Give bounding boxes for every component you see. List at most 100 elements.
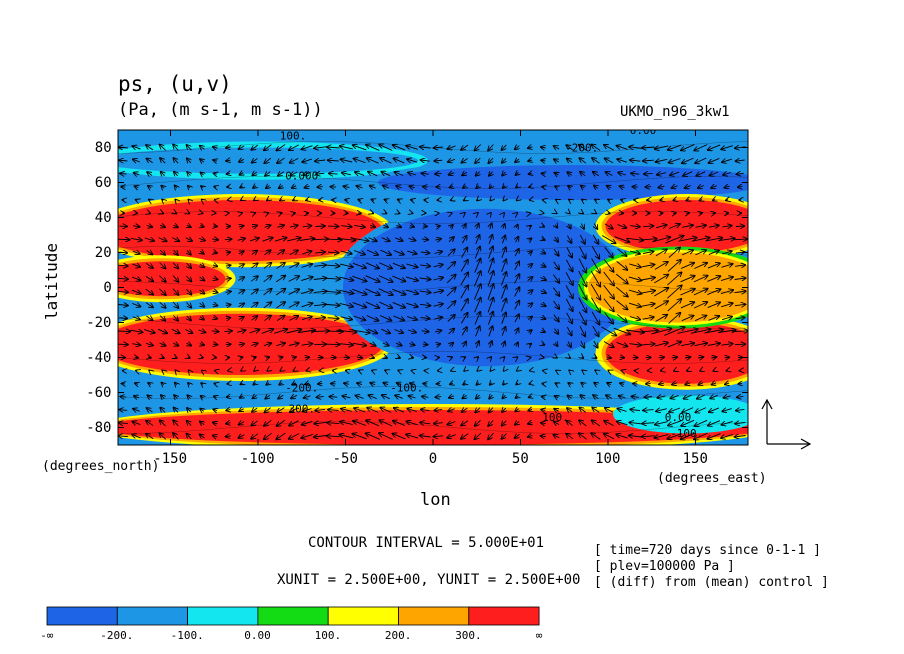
wind-vector [694, 144, 708, 151]
wind-vector [433, 291, 443, 294]
wind-vector [654, 288, 668, 297]
wind-vector [605, 408, 614, 413]
wind-vector [450, 225, 453, 228]
wind-vector [159, 275, 165, 282]
wind-vector [315, 160, 326, 161]
wind-vector [542, 397, 545, 398]
wind-vector [529, 396, 532, 397]
colorbar-level-label: -100. [170, 629, 204, 642]
wind-vector [405, 276, 418, 281]
wind-vector [693, 276, 708, 283]
colorbar-swatch [116, 606, 189, 626]
wind-vector [655, 315, 668, 322]
wind-vector [686, 200, 689, 201]
wind-vector [327, 252, 339, 253]
wind-vector [224, 331, 233, 332]
wind-vector [490, 357, 491, 358]
wind-vector [187, 421, 192, 426]
wind-vector [187, 145, 192, 151]
wind-vector [379, 420, 393, 427]
wind-vector [344, 383, 349, 384]
wind-vector [409, 396, 416, 398]
wind-vector [735, 265, 745, 266]
wind-vector [407, 330, 416, 333]
wind-vector [326, 278, 340, 279]
wind-vector [582, 213, 583, 214]
wind-vector [667, 342, 681, 348]
wind-vector [667, 299, 682, 312]
wind-vector [503, 383, 505, 385]
wind-vector [655, 422, 668, 425]
wind-vector [516, 237, 519, 243]
wind-vector [475, 419, 481, 426]
wind-vector [159, 288, 165, 295]
axis-ticks [118, 130, 748, 445]
wind-vector [725, 357, 730, 358]
wind-vector [655, 249, 667, 257]
wind-vector [707, 263, 720, 269]
wind-vector [354, 159, 366, 164]
wind-vector [370, 383, 375, 385]
wind-vector [681, 432, 695, 439]
wind-vector [201, 396, 204, 398]
wind-vector [734, 344, 745, 345]
wind-vector [200, 303, 205, 307]
wind-vector [341, 409, 352, 412]
info-plev: [ plev=100000 Pa ] [594, 559, 735, 574]
wind-vector [591, 297, 600, 313]
wind-vector [672, 383, 678, 385]
wind-vector [516, 173, 519, 176]
wind-vector [446, 301, 455, 310]
wind-vector [157, 328, 167, 333]
wind-vector [516, 225, 518, 228]
wind-vector [735, 436, 746, 438]
wind-vector [541, 410, 545, 411]
wind-vector [291, 395, 298, 398]
wind-vector [226, 147, 231, 148]
colorbar-swatch [398, 606, 470, 626]
wind-vector [266, 186, 269, 189]
wind-vector [253, 383, 255, 385]
wind-vector [475, 157, 481, 163]
wind-vector [133, 226, 140, 227]
wind-vector [383, 383, 388, 385]
wind-vector [578, 270, 587, 286]
wind-vector [136, 200, 138, 201]
wind-vector [580, 395, 585, 399]
wind-vector [433, 265, 443, 267]
wind-vector [148, 186, 151, 188]
wind-vector [421, 331, 429, 332]
wind-vector [324, 239, 342, 240]
wind-vector [630, 251, 640, 254]
wind-vector [145, 302, 153, 308]
wind-vector [603, 259, 614, 271]
wind-vector [145, 343, 153, 345]
wind-vector [722, 409, 732, 412]
wind-vector [381, 328, 390, 333]
wind-vector [365, 262, 379, 269]
wind-vector [461, 159, 468, 163]
wind-vector [516, 342, 518, 346]
wind-vector [421, 239, 428, 240]
wind-vector [276, 302, 285, 309]
wind-vector [581, 223, 584, 229]
wind-vector [276, 432, 286, 439]
wind-vector [419, 278, 431, 280]
y-axis-unit: (degrees_north) [42, 459, 160, 474]
wind-vector [667, 272, 681, 286]
wind-vector [288, 302, 299, 308]
wind-vector [394, 408, 405, 413]
wind-vector [301, 264, 313, 267]
wind-vector [447, 435, 456, 438]
wind-vector [293, 200, 295, 201]
wind-vector [411, 200, 413, 201]
wind-vector [173, 158, 179, 164]
wind-vector [462, 236, 466, 244]
wind-vector [160, 145, 167, 151]
wind-vector [579, 234, 585, 244]
wind-vector [682, 407, 694, 413]
wind-vector [278, 172, 284, 176]
wind-vector [132, 303, 140, 306]
wind-vector [460, 272, 468, 286]
wind-vector [279, 357, 283, 358]
